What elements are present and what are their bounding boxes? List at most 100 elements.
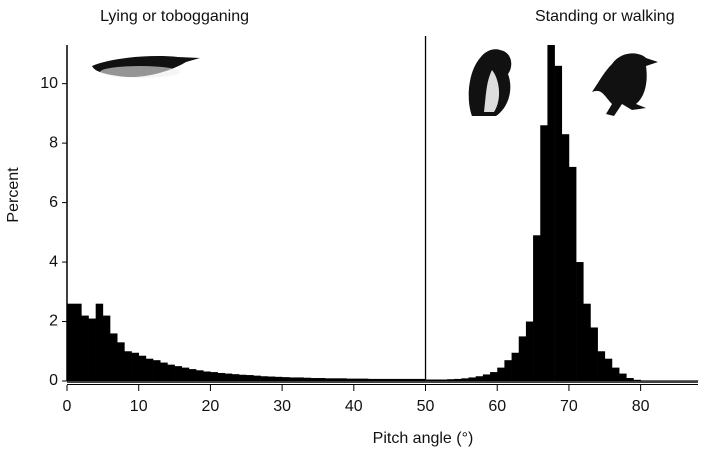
histogram-bar [67, 303, 75, 381]
y-tick-label: 8 [49, 134, 58, 151]
histogram-bar [568, 166, 577, 381]
histogram-bar [310, 378, 319, 381]
histogram-bar [167, 364, 175, 381]
histogram-bar [138, 355, 147, 381]
histogram-bar [253, 375, 261, 381]
histogram-bar [547, 45, 555, 381]
histogram-bar [676, 380, 684, 381]
histogram-bar [432, 379, 441, 381]
histogram-bar [296, 377, 304, 381]
histogram-bar [124, 351, 132, 381]
y-tick-label: 10 [40, 75, 58, 92]
x-tick-label: 60 [488, 398, 506, 415]
histogram-bar [353, 378, 362, 381]
histogram-bar [468, 377, 477, 381]
y-tick-label: 2 [49, 313, 58, 330]
histogram-bar [145, 358, 154, 381]
histogram-bar [475, 376, 484, 381]
histogram-bar [583, 303, 591, 381]
histogram-bar [203, 371, 211, 381]
histogram-bar [160, 362, 168, 381]
histogram-bar [210, 372, 218, 381]
annotation: Standing or walking [535, 8, 675, 25]
histogram-bar [511, 352, 520, 381]
histogram-bar [231, 374, 240, 381]
histogram-bar [525, 321, 534, 381]
histogram-bar [217, 372, 226, 381]
histogram-bar [88, 318, 96, 381]
annotation: Lying or tobogganing [100, 8, 249, 25]
histogram-bar [74, 303, 82, 381]
histogram-bar [626, 378, 634, 381]
histogram-bar [454, 378, 462, 381]
histogram-bar [289, 377, 297, 381]
x-tick-label: 0 [63, 398, 72, 415]
histogram-bar [533, 235, 541, 381]
histogram-bar [640, 380, 649, 381]
histogram-bar [81, 315, 89, 381]
histogram-bar [425, 379, 433, 381]
histogram-bar [418, 378, 426, 381]
x-tick-label: 80 [632, 398, 650, 415]
histogram-bar [267, 376, 276, 381]
x-tick-label: 40 [345, 398, 363, 415]
histogram-bar [669, 380, 677, 381]
histogram-bar [332, 378, 340, 381]
histogram-bar [654, 380, 663, 381]
histogram-bar [404, 378, 412, 381]
histogram-bar [181, 367, 190, 381]
histogram-bar [360, 378, 369, 381]
histogram-bar [346, 378, 355, 381]
histogram-bar [102, 315, 111, 381]
histogram-bar [375, 378, 383, 381]
histogram-bar [447, 379, 455, 381]
penguin-standing-icon [468, 49, 512, 116]
histogram-bar [611, 367, 620, 381]
histogram-bar [368, 378, 376, 381]
histogram-bar [224, 373, 233, 381]
histogram-bar [518, 336, 527, 381]
histogram-bar [619, 373, 627, 381]
histogram-bar [110, 333, 118, 381]
bars [67, 45, 699, 382]
histogram-bar [690, 380, 699, 381]
y-axis-label: Percent [5, 167, 22, 223]
x-tick-label: 10 [130, 398, 148, 415]
histogram-bar [633, 379, 641, 381]
histogram-bar [282, 377, 290, 381]
histogram-bar [461, 378, 469, 381]
histogram-bar [246, 375, 254, 381]
histogram-bar [540, 125, 548, 381]
histogram-bar [396, 378, 405, 381]
histogram-bar [260, 376, 269, 381]
histogram-bar [497, 367, 505, 381]
y-tick-label: 0 [49, 372, 58, 389]
x-tick-label: 70 [560, 398, 578, 415]
histogram-bar [317, 378, 326, 381]
histogram-bar [239, 374, 247, 381]
histogram-bar [339, 378, 347, 381]
histogram-bar [117, 342, 125, 381]
histogram-bar [590, 327, 598, 381]
histogram-bar [662, 380, 670, 381]
histogram-bar [561, 134, 570, 381]
histogram-bar [647, 380, 656, 381]
x-tick-label: 50 [417, 398, 435, 415]
histogram-bar [490, 372, 498, 381]
histogram-bar [174, 366, 183, 381]
x-tick-label: 30 [273, 398, 291, 415]
x-axis-label: Pitch angle (°) [373, 430, 474, 447]
histogram-bar [196, 370, 204, 381]
histogram-bar [153, 360, 161, 381]
histogram-bar [325, 378, 333, 381]
y-tick-label: 4 [49, 253, 58, 270]
histogram-bar [554, 65, 563, 382]
histogram-bar [95, 303, 104, 381]
histogram-bar [382, 378, 390, 381]
histogram-bar [131, 352, 140, 381]
y-tick-label: 6 [49, 194, 58, 211]
histogram-bar [504, 360, 512, 381]
histogram-bar [303, 377, 312, 381]
histogram-bar [411, 378, 419, 381]
histogram-bar [576, 262, 584, 381]
